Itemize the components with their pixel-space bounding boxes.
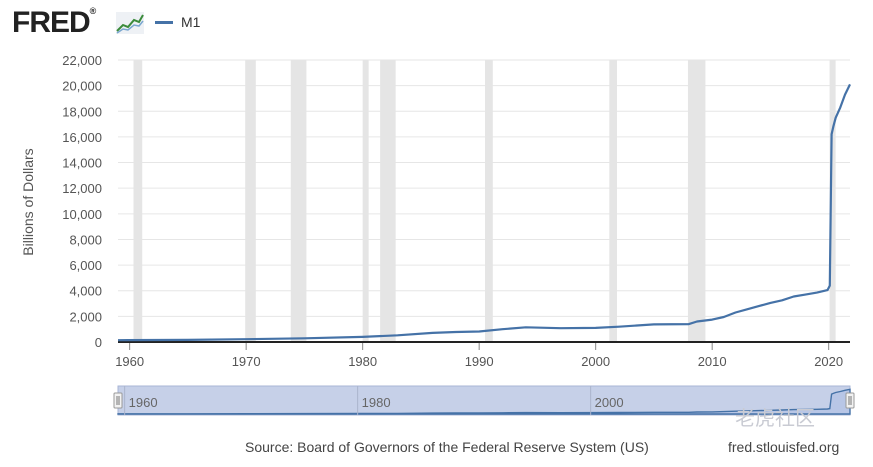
recession-band [829, 60, 836, 342]
x-tick-label: 2020 [814, 354, 843, 369]
navigator-series-area [117, 388, 851, 415]
navigator-label: 1980 [362, 395, 391, 410]
recession-band [362, 60, 369, 342]
y-axis-ticks: 0 2,000 4,000 6,000 8,000 10,000 12,000 14,000 1… [62, 53, 102, 350]
navigator-selected-range[interactable] [117, 385, 851, 416]
y-axis-title: Billions of Dollars [20, 148, 36, 255]
y-tick-label: 16,000 [62, 130, 102, 145]
range-navigator[interactable]: 1960 1980 2000 [113, 385, 855, 416]
fred-logo[interactable]: FRED® [12, 6, 97, 40]
y-tick-label: 8,000 [69, 232, 102, 247]
y-tick-label: 14,000 [62, 156, 102, 171]
legend-swatch [155, 20, 173, 24]
y-tick-label: 10,000 [62, 207, 102, 222]
x-tick-label: 1990 [465, 354, 494, 369]
x-axis-ticks: 1960 1970 1980 1990 2000 2010 2020 [115, 342, 843, 369]
watermark: 老虎社区 [735, 408, 815, 430]
x-tick-label: 1960 [115, 354, 144, 369]
logo-registered-mark: ® [89, 6, 97, 16]
x-tick-label: 1980 [348, 354, 377, 369]
legend-label-m1: M1 [181, 14, 201, 30]
recession-band [290, 60, 307, 342]
header: FRED® [12, 6, 412, 40]
recession-band [133, 60, 143, 342]
trend-graph-icon [116, 12, 144, 34]
y-tick-label: 0 [95, 335, 102, 350]
navigator-label: 1960 [129, 395, 158, 410]
recession-band [245, 60, 256, 342]
y-tick-label: 6,000 [69, 258, 102, 273]
y-tick-label: 2,000 [69, 309, 102, 324]
chart-legend[interactable]: M1 [155, 14, 200, 30]
navigator-handle-left[interactable] [113, 392, 123, 409]
logo-text: FRED [12, 6, 91, 39]
navigator-handle-right[interactable] [845, 392, 855, 409]
y-tick-label: 4,000 [69, 284, 102, 299]
y-tick-label: 20,000 [62, 79, 102, 94]
series-line-m1[interactable] [117, 83, 851, 342]
y-tick-label: 18,000 [62, 104, 102, 119]
y-tick-label: 12,000 [62, 181, 102, 196]
recession-band [380, 60, 396, 342]
y-tick-label: 22,000 [62, 53, 102, 68]
x-tick-label: 2010 [698, 354, 727, 369]
recession-band [687, 60, 706, 342]
x-tick-label: 2000 [581, 354, 610, 369]
recession-band [609, 60, 617, 342]
source-url[interactable]: fred.stlouisfed.org [728, 439, 840, 455]
navigator-label: 2000 [595, 395, 624, 410]
recession-band [484, 60, 493, 342]
grid-lines [118, 59, 850, 317]
source-note: Source: Board of Governors of the Federa… [245, 439, 649, 455]
x-tick-label: 1970 [232, 354, 261, 369]
recession-bands [133, 60, 836, 342]
